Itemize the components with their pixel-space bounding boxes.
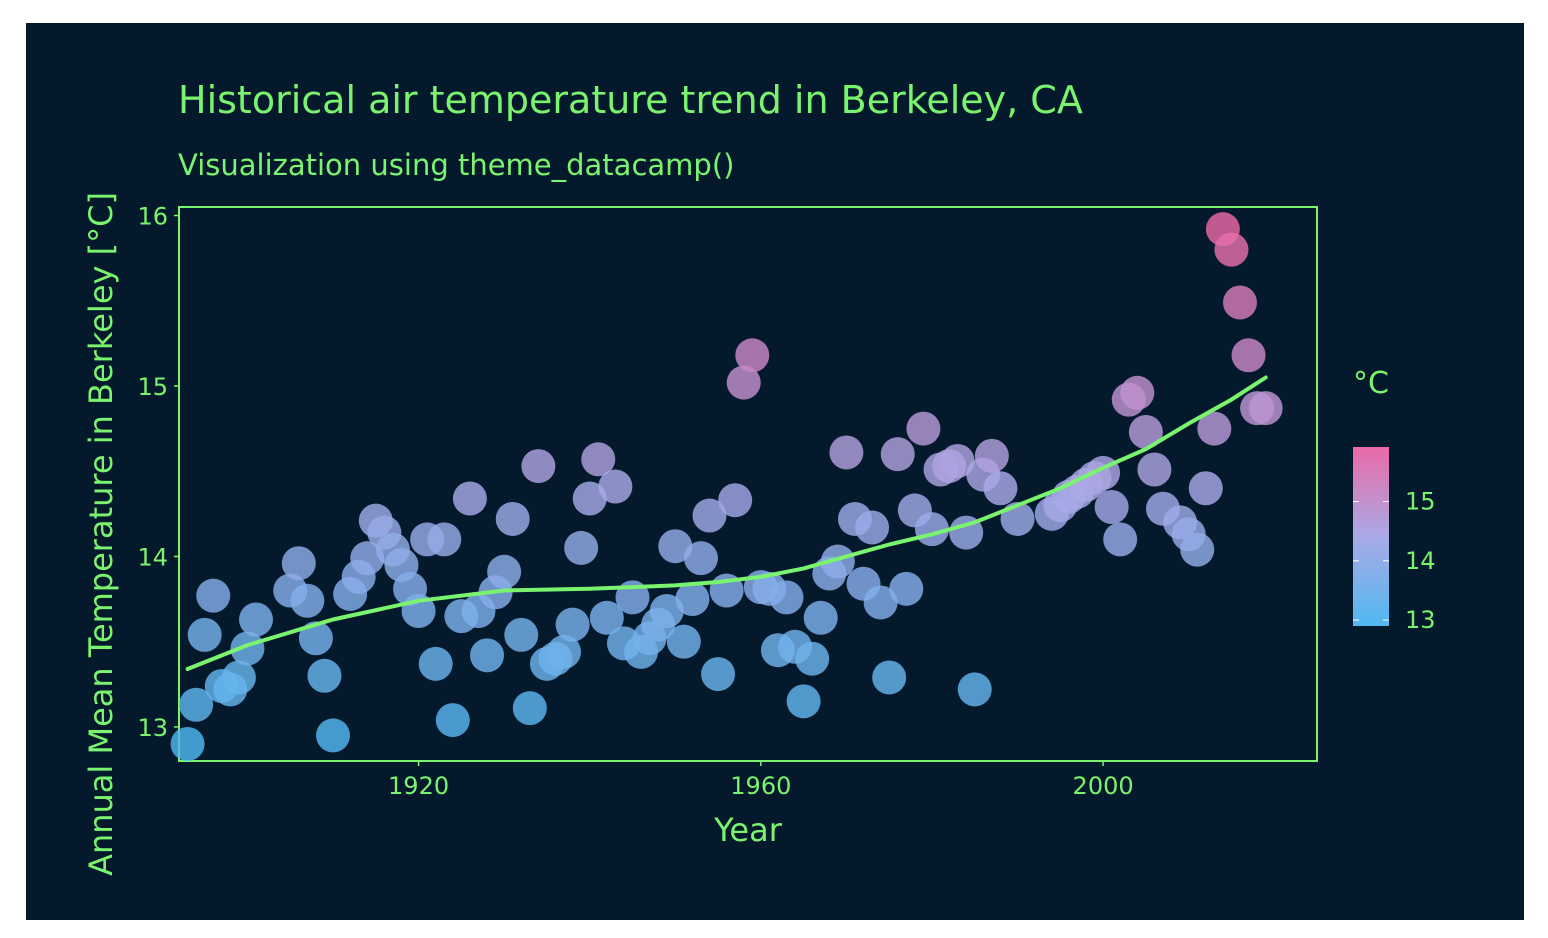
scatter-point (589, 600, 624, 635)
scatter-point (726, 365, 761, 400)
scatter-point (701, 657, 736, 692)
legend-colorbar (1353, 447, 1389, 626)
scatter-point (820, 544, 855, 579)
scatter-point (957, 672, 992, 707)
trend-line (185, 375, 1268, 671)
scatter-point (1188, 471, 1223, 506)
scatter-point (170, 726, 205, 761)
scatter-point (906, 411, 941, 446)
legend-tick-label: 15 (1405, 488, 1436, 516)
scatter-points (170, 212, 1283, 761)
scatter-point (1248, 391, 1283, 426)
scatter-point (718, 483, 753, 518)
x-axis-title: Year (713, 811, 783, 849)
scatter-point (547, 634, 582, 669)
legend-title: °C (1353, 366, 1389, 401)
plot-frame (178, 206, 1318, 762)
scatter-point (1231, 338, 1266, 373)
scatter-point (555, 607, 590, 642)
scatter-point (940, 443, 975, 478)
scatter-point (290, 583, 325, 618)
scatter-point (829, 435, 864, 470)
x-tick-label: 1920 (388, 772, 449, 800)
scatter-point (1094, 490, 1129, 525)
scatter-point (769, 580, 804, 615)
scatter-point (666, 624, 701, 659)
scatter-point (1214, 232, 1249, 267)
scatter-point (1180, 532, 1215, 567)
scatter-point (983, 471, 1018, 506)
scatter-point (1137, 452, 1172, 487)
scatter-point (974, 438, 1009, 473)
scatter-point (521, 449, 556, 484)
y-axis-title: Annual Mean Temperature in Berkeley [°C] (82, 192, 120, 876)
scatter-point (581, 442, 616, 477)
scatter-point (564, 530, 599, 565)
scatter-point (572, 481, 607, 516)
scatter-point (735, 338, 770, 373)
scatter-point (1222, 285, 1257, 320)
scatter-point (221, 660, 256, 695)
y-tick-label: 16 (137, 203, 168, 231)
scatter-point (855, 510, 890, 545)
y-tick-label: 15 (137, 373, 168, 401)
y-tick-label: 13 (137, 714, 168, 742)
legend-tick-label: 14 (1405, 547, 1436, 575)
chart-panel: Historical air temperature trend in Berk… (26, 23, 1524, 920)
scatter-point (418, 646, 453, 681)
scatter-point (692, 498, 727, 533)
scatter-point (435, 703, 470, 738)
scatter-point (350, 541, 385, 576)
chart-subtitle: Visualization using theme_datacamp() (178, 148, 734, 182)
scatter-point (658, 529, 693, 564)
y-tick-label: 14 (137, 543, 168, 571)
scatter-point (1197, 411, 1232, 446)
scatter-point (598, 469, 633, 504)
scatter-point (863, 585, 898, 620)
scatter-point (316, 718, 351, 753)
scatter-point (452, 481, 487, 516)
scatter-point (803, 600, 838, 635)
scatter-point (307, 658, 342, 693)
scatter-point (298, 621, 333, 656)
scatter-point (795, 641, 830, 676)
scatter-point (1103, 522, 1138, 557)
scatter-point (504, 617, 539, 652)
scatter-point (495, 501, 530, 536)
scatter-point (889, 571, 924, 606)
scatter-point (196, 578, 231, 613)
scatter-point (649, 593, 684, 628)
scatter-point (1128, 415, 1163, 450)
scatter-point (281, 546, 316, 581)
x-tick-label: 2000 (1073, 772, 1134, 800)
scatter-point (470, 638, 505, 673)
scatter-point (872, 660, 907, 695)
scatter-point (179, 687, 214, 722)
legend-tick-label: 13 (1405, 606, 1436, 634)
chart-title: Historical air temperature trend in Berk… (178, 78, 1083, 122)
scatter-point (239, 602, 274, 637)
scatter-point (683, 541, 718, 576)
temperature-chart: Historical air temperature trend in Berk… (82, 78, 1436, 876)
scatter-point (675, 582, 710, 617)
scatter-point (880, 437, 915, 472)
x-tick-label: 1960 (730, 772, 791, 800)
scatter-point (487, 554, 522, 589)
scatter-point (786, 684, 821, 719)
scatter-point (187, 617, 222, 652)
scatter-point (427, 522, 462, 557)
scatter-point (1120, 375, 1155, 410)
scatter-point (512, 691, 547, 726)
scatter-point (230, 631, 265, 666)
